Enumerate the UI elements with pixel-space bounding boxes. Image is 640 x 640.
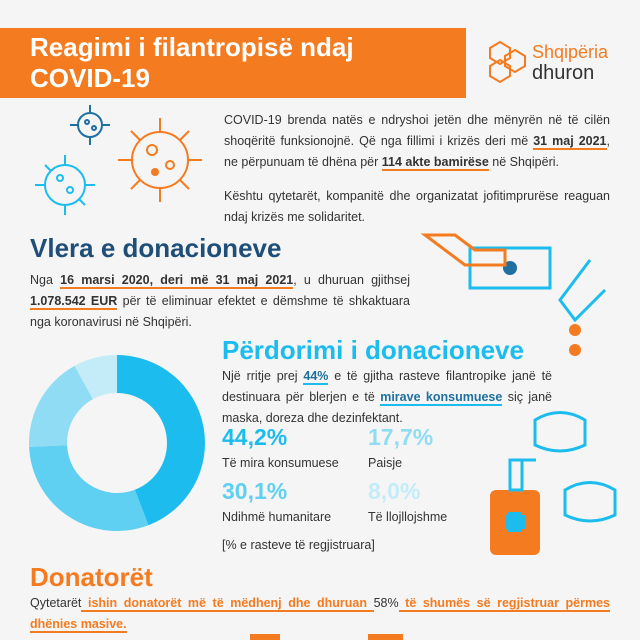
stat-label: Të llojllojshme [368,510,448,524]
note: [% e rasteve të regjistruara] [222,538,375,552]
text: COVID-19 brenda natës e ndryshoi jetën d… [224,113,610,148]
stat-value: 17,7% [368,424,434,450]
text: në Shqipëri. [488,155,559,169]
text: Një rritje prej [222,369,304,383]
highlight: 114 akte bamirëse [381,155,489,171]
highlight: 1.078.542 EUR [30,294,118,310]
stat-label: Ndihmë humanitare [222,510,332,524]
virus-icons [35,105,202,215]
footer-mark [368,634,403,640]
highlight: mirave konsumuese [380,390,503,406]
donation-icons [420,233,617,555]
logo-text: dhuron [532,62,595,84]
stat-label: Të mira konsumuese [222,456,339,470]
text: e të gjitha rasteve filantropike janë të… [222,369,552,404]
text: Qytetarët [30,596,82,610]
header-bar [0,28,466,98]
paragraph: Një rritje prej 44% e të gjitha rasteve … [222,366,552,429]
paragraph: Nga 16 marsi 2020, deri më 31 maj 2021, … [30,270,410,333]
paragraph: Qytetarët ishin donatorët më të mëdhenj … [30,593,610,635]
text: , u dhuruan gjithsej [293,273,410,287]
highlight: 31 maj 2021 [533,134,607,150]
paragraph: COVID-19 brenda natës e ndryshoi jetën d… [224,110,610,173]
logo-icon [489,40,526,84]
stat-label: Paisje [368,456,403,470]
stat-value: 44,2% [222,424,288,450]
section-heading: Vlera e donacioneve [30,233,282,263]
stat-value: 30,1% [222,478,288,504]
donut-segment [74,355,117,400]
text: Nga [30,273,61,287]
text: , ne përpunuam të dhëna për [224,134,610,169]
donut-segment [29,445,149,531]
donut-segment [117,355,206,526]
section-heading: Përdorimi i donacioneve [222,335,524,365]
text: Kështu qytetarët, kompanitë dhe organiza… [224,189,610,224]
highlight: ishin donatorët më të mëdhenj dhe dhurua… [81,596,374,612]
paragraph: Kështu qytetarët, kompanitë dhe organiza… [224,186,610,228]
stat-value: 8,0% [368,478,421,504]
logo-text: Shqipëria [532,42,609,62]
donut-chart [28,355,206,531]
section-heading: Donatorët [30,562,153,592]
highlight: të shumës së regjistruar përmes dhënies … [30,596,610,633]
highlight: 44% [303,369,329,385]
highlight: 16 marsi 2020, deri më 31 maj 2021 [60,273,294,289]
header-title: Reagimi i filantropisë ndaj COVID-19 [30,32,354,93]
footer-mark [250,634,280,640]
donut-segment [28,365,93,447]
text: siç janë maska, doreza dhe dezinfektant. [222,390,552,425]
text: për të eliminuar efektet e dëmshme të sh… [30,294,410,329]
text: 58% [373,596,399,610]
